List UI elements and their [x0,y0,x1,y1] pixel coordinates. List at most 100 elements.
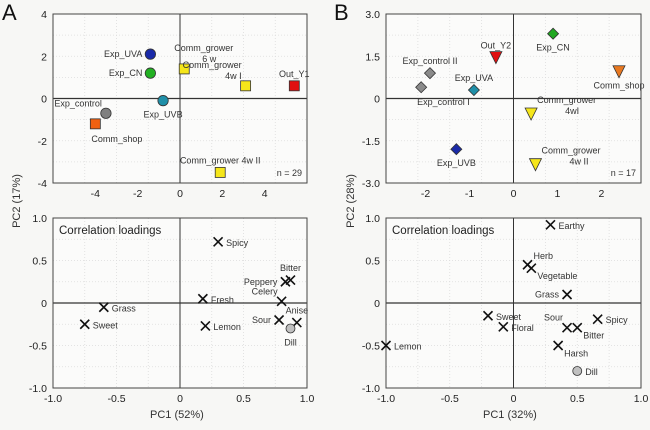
data-point [553,340,564,351]
point-label: Comm_grower 4wI [537,95,596,116]
data-point [489,51,503,65]
y-tick-label: -0.5 [362,341,380,353]
data-point [482,310,494,321]
y-tick-label: -4 [38,178,47,190]
data-point [79,319,90,330]
y-tick-label: 1.5 [365,51,380,63]
x-tick-label: -1 [465,188,474,200]
point-label: Comm_shop [91,134,142,144]
point-label: Bitter [280,263,301,273]
plot-A-loadings: -1.0 -0.5 0 0.5 1.0 -1.0 -0.5 0 0.5 1.0 Correlatio… [29,213,315,405]
point-label: Comm_grower 4w I [183,60,242,81]
data-point [98,302,109,313]
data-point [144,48,156,60]
point-label: Celery [252,286,279,296]
x-tick-label: 1.0 [634,393,649,405]
point-label: Sour [544,313,563,323]
data-point [276,296,287,307]
y-tick-label: 4 [41,9,47,21]
x-tick-label: 0 [177,393,183,405]
x-tick-label: 0.5 [236,393,251,405]
data-point [423,67,437,80]
plot-B-loadings: -1.0 -0.5 0 0.5 1.0 -1.0 -0.5 0 0.5 1.0 Correlatio… [362,213,649,405]
data-point [467,83,480,97]
data-point [561,322,573,333]
point-label: Vegetable [537,271,577,281]
plot-frame [52,13,308,184]
point-label: Earthy [558,221,585,231]
point-label: Bitter [583,331,604,341]
plot-B-scores: -2 -1 0 1 2 -3.0 -1.5 0 1.5 3.0 n = 17 Exp_CN Out_Y2… [362,9,645,200]
x-tick-label: -0.5 [107,393,125,405]
x-tick-label: 1.0 [300,393,315,405]
point-label: Sweet [93,320,119,330]
data-point [157,95,169,107]
data-point [288,80,300,92]
data-point [526,263,537,274]
y-tick-label: -1.0 [29,383,47,395]
data-point [450,143,463,156]
point-label: Exp_CN [109,68,143,78]
x-tick-label: 4 [262,188,268,200]
x-tick-label: -1.0 [44,393,62,405]
x-tick-label: -4 [91,188,100,200]
point-label: Grass [535,290,560,300]
y-tick-label: 0 [41,298,47,310]
x-tick-label: 2 [219,188,225,200]
y-tick-label: 1.0 [365,213,380,225]
point-label: Anise [286,306,309,316]
point-label: Grass [112,303,137,313]
plot-frame [52,217,308,389]
y-tick-label: 0.5 [32,256,47,268]
data-point [200,320,211,332]
x-tick-label: -2 [133,188,142,200]
point-label: Herb [534,251,554,261]
point-label: Comm_grower 6 w [174,43,233,64]
data-point [524,107,538,121]
data-point [528,158,543,172]
chart-title: Correlation loadings [59,225,162,237]
data-point [547,27,560,40]
x-tick-label: 0.5 [570,393,585,405]
point-label: Fresh [211,295,234,305]
y-tick-label: -2 [38,136,47,148]
x-tick-label: 0 [177,188,183,200]
x-tick-label: 0 [511,188,517,200]
data-point [545,219,556,230]
point-label: Sweet [496,312,522,322]
point-label: Out_Y2 [481,41,512,51]
data-point [561,289,573,300]
y-axis-label-b: PC2 (28%) [345,174,357,228]
data-point [240,80,252,92]
point-label: Dill [585,367,598,377]
point-label: Spicy [606,315,629,325]
data-point [178,63,190,75]
x-tick-label: 0 [511,393,517,405]
data-point [213,236,224,247]
data-point [612,65,626,79]
point-label: Exp_UVB [144,110,183,120]
data-point [273,314,285,326]
plot-frame [385,13,642,184]
y-tick-label: 2 [41,51,47,63]
x-tick-label: -0.5 [441,393,459,405]
y-tick-label: 1.0 [32,213,47,225]
x-axis-label-a: PC1 (52%) [150,409,204,421]
point-label: Comm_grower 4w II [541,146,600,167]
plot-frame [385,217,642,389]
data-point [144,67,156,79]
panel-letter-b: B [334,0,349,25]
data-point [572,322,583,333]
point-label: Spicy [226,238,249,248]
y-axis-label-a: PC2 (17%) [11,174,23,228]
sample-count: n = 17 [611,168,636,178]
point-label: Exp_control I [417,97,470,107]
data-point [89,118,101,130]
point-label: Exp_UVA [455,73,493,83]
data-point [285,323,296,334]
point-label: Exp_UVA [104,49,142,59]
point-label: Dill [284,338,297,348]
data-point [214,167,226,178]
y-tick-label: -1.5 [362,136,380,148]
